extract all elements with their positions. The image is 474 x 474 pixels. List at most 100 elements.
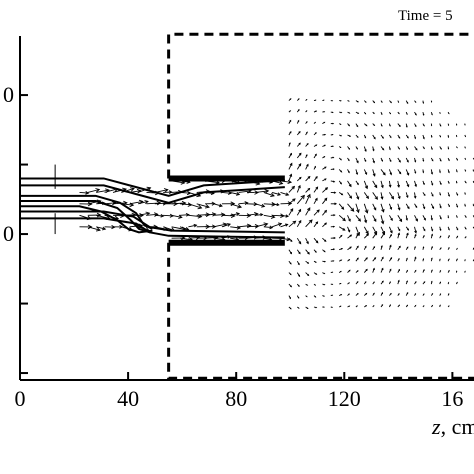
velocity-vector-head xyxy=(414,184,418,188)
velocity-vector-head xyxy=(315,261,317,263)
velocity-vector-head xyxy=(264,188,270,194)
velocity-vector-head xyxy=(365,124,368,127)
velocity-vector xyxy=(322,187,328,193)
velocity-vector-head xyxy=(365,257,368,260)
velocity-vector-head xyxy=(456,135,458,138)
velocity-vector-head xyxy=(447,216,450,219)
velocity-vector-head xyxy=(448,234,450,237)
velocity-vector xyxy=(221,223,231,228)
velocity-vector-head xyxy=(156,200,162,206)
velocity-vector-head xyxy=(414,101,417,103)
velocity-vector xyxy=(238,225,251,228)
velocity-vector-head xyxy=(356,136,359,138)
velocity-vector xyxy=(230,203,242,208)
velocity-vector-head xyxy=(340,293,343,296)
velocity-vector-head xyxy=(364,101,367,103)
velocity-vector-head xyxy=(331,100,334,102)
velocity-vector-head xyxy=(373,218,377,223)
velocity-vector-head xyxy=(398,147,400,150)
velocity-vector xyxy=(96,189,110,193)
velocity-vector xyxy=(213,223,227,228)
velocity-vector xyxy=(137,200,149,205)
velocity-vector-head xyxy=(406,136,409,139)
velocity-vector xyxy=(372,192,378,200)
velocity-vector-head xyxy=(306,131,308,134)
velocity-vector xyxy=(205,213,216,216)
velocity-vector-head xyxy=(306,121,308,123)
velocity-vector xyxy=(112,214,124,217)
velocity-vector-head xyxy=(300,194,305,200)
velocity-vector-head xyxy=(414,256,417,259)
velocity-vector-head xyxy=(423,229,426,232)
velocity-vector-head xyxy=(390,196,395,200)
velocity-vector-head xyxy=(389,148,391,151)
velocity-vector xyxy=(179,214,189,216)
velocity-vector-head xyxy=(365,268,368,271)
velocity-vector-head xyxy=(220,212,226,217)
velocity-vector xyxy=(338,226,346,231)
velocity-vector-head xyxy=(349,234,353,237)
velocity-vector-head xyxy=(315,240,319,244)
velocity-vector-head xyxy=(414,171,417,174)
velocity-vector-head xyxy=(414,137,417,140)
velocity-vector xyxy=(305,207,311,216)
velocity-vector-head xyxy=(287,201,293,206)
velocity-vector-head xyxy=(356,209,360,214)
velocity-vector-head xyxy=(160,214,165,218)
velocity-vector-head xyxy=(464,193,466,196)
velocity-vector-head xyxy=(292,198,296,202)
velocity-vector-head xyxy=(356,257,359,260)
velocity-vector-head xyxy=(406,269,409,272)
velocity-vector-head xyxy=(314,284,317,286)
velocity-vector-head xyxy=(464,228,467,230)
chamber-lower-boundary xyxy=(167,242,474,380)
velocity-vector-head xyxy=(87,224,93,230)
velocity-vector-head xyxy=(465,181,467,184)
velocity-vector-head xyxy=(347,171,350,174)
velocity-vector xyxy=(313,186,318,193)
velocity-vector-head xyxy=(465,216,467,218)
velocity-vector-head xyxy=(430,136,433,138)
velocity-vector-head xyxy=(356,293,359,295)
velocity-vector-head xyxy=(340,305,342,307)
velocity-vector xyxy=(238,190,251,193)
velocity-vector-head xyxy=(397,184,401,188)
velocity-vector-head xyxy=(382,148,385,151)
velocity-vector-head xyxy=(306,98,308,101)
velocity-vector xyxy=(305,194,311,204)
velocity-vector-head xyxy=(373,112,375,115)
velocity-vector-head xyxy=(289,173,293,177)
velocity-vector xyxy=(213,237,225,241)
velocity-vector-head xyxy=(431,206,435,210)
velocity-vector xyxy=(313,209,320,216)
velocity-vector-head xyxy=(456,159,458,161)
velocity-vector-head xyxy=(365,305,368,307)
plot-frame xyxy=(19,36,474,381)
velocity-vector-head xyxy=(306,284,309,286)
velocity-vector-head xyxy=(324,166,327,169)
velocity-vector-head xyxy=(422,246,425,249)
velocity-vector xyxy=(305,188,310,193)
velocity-vector-head xyxy=(324,239,327,242)
velocity-vector-head xyxy=(276,203,280,207)
velocity-vector-head xyxy=(298,142,301,145)
velocity-vector xyxy=(230,226,241,229)
velocity-vector-head xyxy=(211,201,216,206)
velocity-vector-head xyxy=(373,292,375,295)
velocity-vector-head xyxy=(431,229,434,232)
velocity-vector-head xyxy=(364,281,367,283)
velocity-vector-head xyxy=(373,304,375,307)
velocity-vector-head xyxy=(348,305,351,307)
velocity-vector-head xyxy=(315,175,318,179)
velocity-vector-head xyxy=(398,112,400,115)
velocity-vector xyxy=(288,208,294,216)
velocity-vector xyxy=(221,191,232,194)
velocity-vector-head xyxy=(291,185,296,190)
velocity-vector-head xyxy=(423,206,426,210)
velocity-vector-head xyxy=(406,172,410,176)
velocity-vector-head xyxy=(197,204,203,210)
velocity-vector-head xyxy=(298,307,300,309)
velocity-vector xyxy=(238,202,248,205)
x-tick-label: 16 xyxy=(441,386,463,411)
